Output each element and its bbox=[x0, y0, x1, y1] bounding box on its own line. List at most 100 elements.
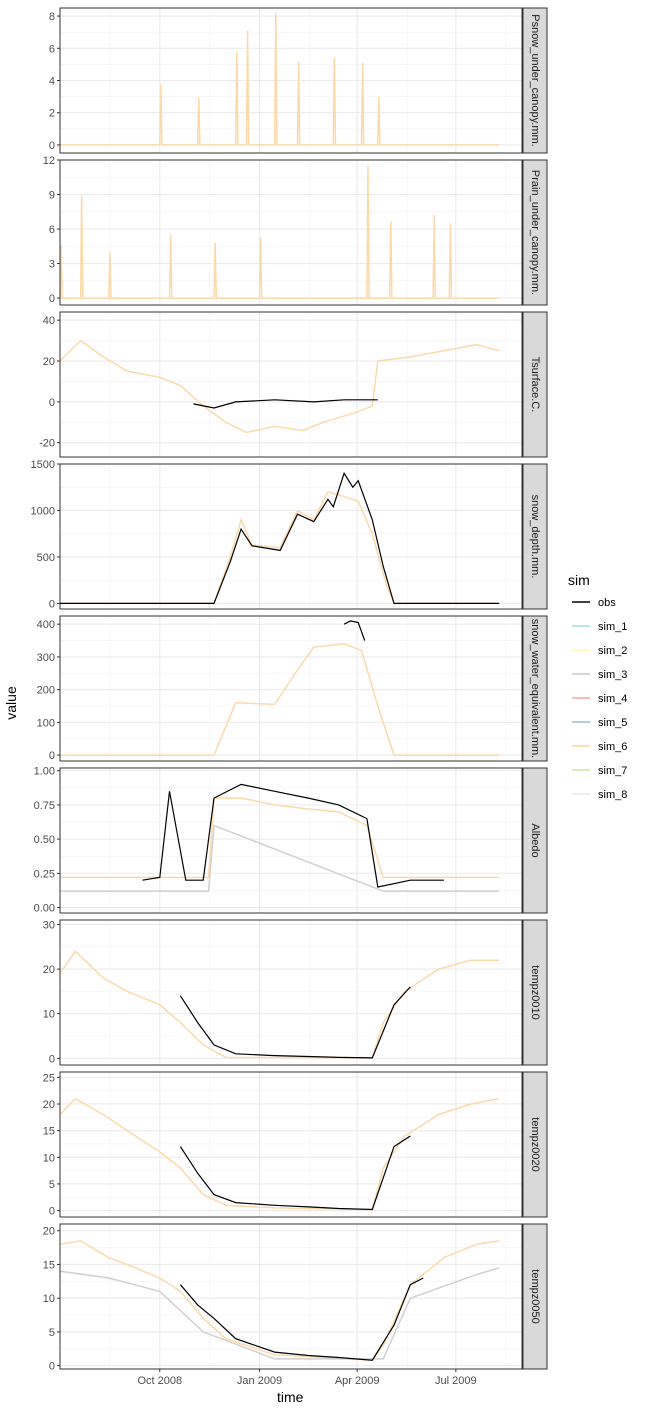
legend-label: sim_5 bbox=[598, 717, 627, 729]
facet-label: snow_water_equivalent.mm. bbox=[529, 619, 541, 758]
series-line-sim_6 bbox=[60, 643, 500, 756]
facet-label: tempz0010 bbox=[529, 965, 541, 1019]
series-line-sim_6 bbox=[59, 1097, 500, 1211]
y-tick-label: 3 bbox=[49, 259, 55, 271]
x-tick-label: Jul 2009 bbox=[435, 1375, 477, 1387]
series-line-obs bbox=[179, 1277, 424, 1361]
y-tick-label: 1.00 bbox=[34, 766, 55, 778]
panel-border bbox=[59, 919, 523, 1066]
panel: 0 500 1000 1500 snow_depth.mm. bbox=[31, 459, 548, 610]
y-tick-label: 2 bbox=[49, 108, 55, 120]
facet-label: tempz0050 bbox=[529, 1269, 541, 1323]
series-line-sim_6 bbox=[60, 12, 500, 146]
legend-label: sim_3 bbox=[598, 669, 627, 681]
legend: obs sim_1 sim_2 sim_3 sim_4 sim_5 sim_6 sim_7si… bbox=[572, 597, 627, 801]
y-tick-label: 20 bbox=[43, 356, 55, 368]
y-tick-label: 10 bbox=[43, 1009, 55, 1021]
y-tick-label: 0 bbox=[49, 140, 55, 152]
legend-label: sim_2 bbox=[598, 645, 627, 657]
panel: 0 5 10 15 20 25 tempz0020 bbox=[43, 1071, 548, 1218]
facet-strip bbox=[522, 463, 548, 610]
y-tick-label: 0 bbox=[49, 293, 55, 305]
y-tick-label: 1500 bbox=[31, 459, 55, 471]
y-tick-label: 100 bbox=[37, 717, 55, 729]
series-line-sim_3 bbox=[59, 1267, 500, 1360]
y-tick-label: 0 bbox=[49, 397, 55, 409]
y-tick-label: 15 bbox=[43, 1259, 55, 1271]
y-tick-label: 200 bbox=[37, 685, 55, 697]
panel-border bbox=[59, 615, 523, 762]
panel-background bbox=[60, 616, 522, 761]
panel-border bbox=[59, 1223, 523, 1370]
y-tick-label: 40 bbox=[43, 315, 55, 327]
y-tick-label: 10 bbox=[43, 1152, 55, 1164]
panel: 0 10 20 30 tempz0010 bbox=[43, 919, 548, 1066]
legend-item: sim_5 bbox=[572, 717, 627, 729]
series-line-obs bbox=[193, 399, 378, 409]
facet-strip bbox=[522, 1071, 548, 1218]
y-tick-label: 1000 bbox=[31, 505, 55, 517]
facet-label: Psnow_under_canopy.mm. bbox=[529, 14, 541, 146]
series-line-sim_6 bbox=[60, 797, 500, 879]
panel-border bbox=[59, 767, 523, 914]
legend-label: sim_8 bbox=[598, 789, 627, 801]
panel: 0 2 4 6 8 Psnow_under_canopy.mm. bbox=[49, 7, 548, 154]
y-tick-label: 6 bbox=[49, 224, 55, 236]
y-tick-label: 30 bbox=[43, 919, 55, 931]
legend-item: sim_7 bbox=[572, 765, 627, 777]
series-line-sim_3 bbox=[60, 824, 500, 892]
legend-label: sim_4 bbox=[598, 693, 627, 705]
facet-strip bbox=[522, 159, 548, 306]
facet-strip bbox=[522, 7, 548, 154]
panel-border bbox=[59, 1071, 523, 1218]
facet-label: snow_depth.mm. bbox=[529, 495, 541, 579]
series-line-obs bbox=[142, 783, 444, 888]
y-tick-label: 0 bbox=[49, 1053, 55, 1065]
y-tick-label: 20 bbox=[43, 1099, 55, 1111]
y-tick-label: 0 bbox=[49, 1361, 55, 1373]
y-tick-label: 4 bbox=[49, 76, 55, 88]
facet-label: Prain_under_canopy.mm. bbox=[529, 170, 541, 295]
y-tick-label: 300 bbox=[37, 652, 55, 664]
legend-title: sim bbox=[568, 572, 590, 588]
y-tick-label: 0.25 bbox=[34, 868, 55, 880]
panel-background bbox=[60, 768, 522, 913]
y-tick-label: 20 bbox=[43, 1226, 55, 1238]
y-tick-label: 5 bbox=[49, 1179, 55, 1191]
y-tick-label: 9 bbox=[49, 190, 55, 202]
x-tick-label: Oct 2008 bbox=[137, 1375, 182, 1387]
legend-item: sim_4 bbox=[572, 693, 627, 705]
panel: -20 0 20 40 Tsurface.C. bbox=[39, 311, 548, 458]
panels: 0 2 4 6 8 Psnow_under_canopy.mm. 0 3 6 9 12 Prain_u… bbox=[31, 7, 548, 1387]
legend-item: sim_3 bbox=[572, 669, 627, 681]
y-tick-label: 0 bbox=[49, 1206, 55, 1218]
legend-item: obs bbox=[572, 597, 616, 609]
series-line-sim_6 bbox=[59, 950, 500, 1059]
y-axis-title: value bbox=[3, 686, 19, 720]
facet-label: tempz0020 bbox=[529, 1117, 541, 1171]
y-tick-label: 6 bbox=[49, 43, 55, 55]
panel-background bbox=[60, 1224, 522, 1369]
facet-label: Tsurface.C. bbox=[529, 357, 541, 413]
y-tick-label: 20 bbox=[43, 964, 55, 976]
series-line-sim_6 bbox=[59, 1240, 500, 1361]
series-line-sim_6 bbox=[59, 339, 500, 434]
y-tick-label: 0 bbox=[49, 750, 55, 762]
panel: 0 3 6 9 12 Prain_under_canopy.mm. bbox=[43, 155, 548, 306]
panel-background bbox=[60, 312, 522, 457]
y-tick-label: 0.00 bbox=[34, 903, 55, 915]
facet-strip bbox=[522, 1223, 548, 1370]
y-tick-label: 15 bbox=[43, 1126, 55, 1138]
y-tick-label: 8 bbox=[49, 11, 55, 23]
panel-border bbox=[59, 311, 523, 458]
y-tick-label: 500 bbox=[37, 552, 55, 564]
legend-item: sim_1 bbox=[572, 621, 627, 633]
y-tick-label: 400 bbox=[37, 619, 55, 631]
panel: 0.00 0.25 0.50 0.75 1.00 Albedo bbox=[34, 766, 548, 915]
panel-background bbox=[60, 160, 522, 305]
legend-item: sim_2 bbox=[572, 645, 627, 657]
panel-border bbox=[59, 159, 523, 306]
series-line-obs bbox=[179, 1135, 411, 1211]
y-tick-label: 0 bbox=[49, 598, 55, 610]
